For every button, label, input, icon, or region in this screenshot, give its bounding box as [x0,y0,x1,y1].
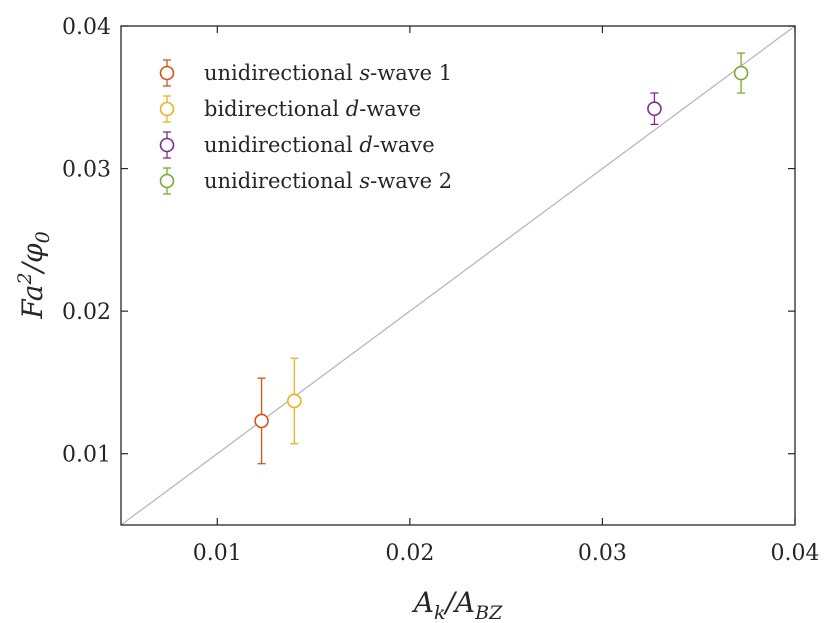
legend-label: unidirectional s-wave 2 [204,169,452,193]
axes-box [120,25,796,526]
legend-item-4: unidirectional s-wave 2 [159,167,452,195]
legend-label: bidirectional d-wave [204,97,421,121]
x-tick-label: 0.01 [193,541,242,566]
x-tick-label: 0.04 [771,541,820,566]
data-point [254,413,269,429]
legend-marker [159,101,175,117]
series-1 [254,377,269,465]
data-point [733,65,749,81]
series-4 [733,52,749,94]
y-axis-title: Fa2/φ0 [14,231,54,319]
legend-label: unidirectional s-wave 1 [204,61,452,85]
legend-marker [159,65,175,81]
reference-line [120,25,796,526]
series-2 [287,357,302,445]
y-tick-label: 0.01 [62,443,111,468]
y-tick-label: 0.02 [62,300,111,325]
legend-marker [159,173,175,189]
legend-item-1: unidirectional s-wave 1 [159,59,452,87]
axes: 0.01 0.02 0.03 0.04 0.01 0.02 0.03 0.04 [62,15,819,566]
legend-item-2: bidirectional d-wave [159,95,421,123]
legend-label: unidirectional d-wave [204,133,435,157]
x-axis-title: Ak/ABZ [411,586,503,623]
data-point [647,101,662,116]
y-tick-label: 0.04 [62,15,111,40]
series-3 [647,92,662,126]
legend-marker [159,137,175,153]
legend: unidirectional s-wave 1 bidirectional d-w… [159,59,452,195]
x-tick-label: 0.02 [385,541,434,566]
y-tick-label: 0.03 [62,158,111,183]
x-tick-label: 0.03 [578,541,627,566]
data-point [287,393,302,409]
plot-area [120,25,796,526]
legend-item-3: unidirectional d-wave [159,131,435,159]
